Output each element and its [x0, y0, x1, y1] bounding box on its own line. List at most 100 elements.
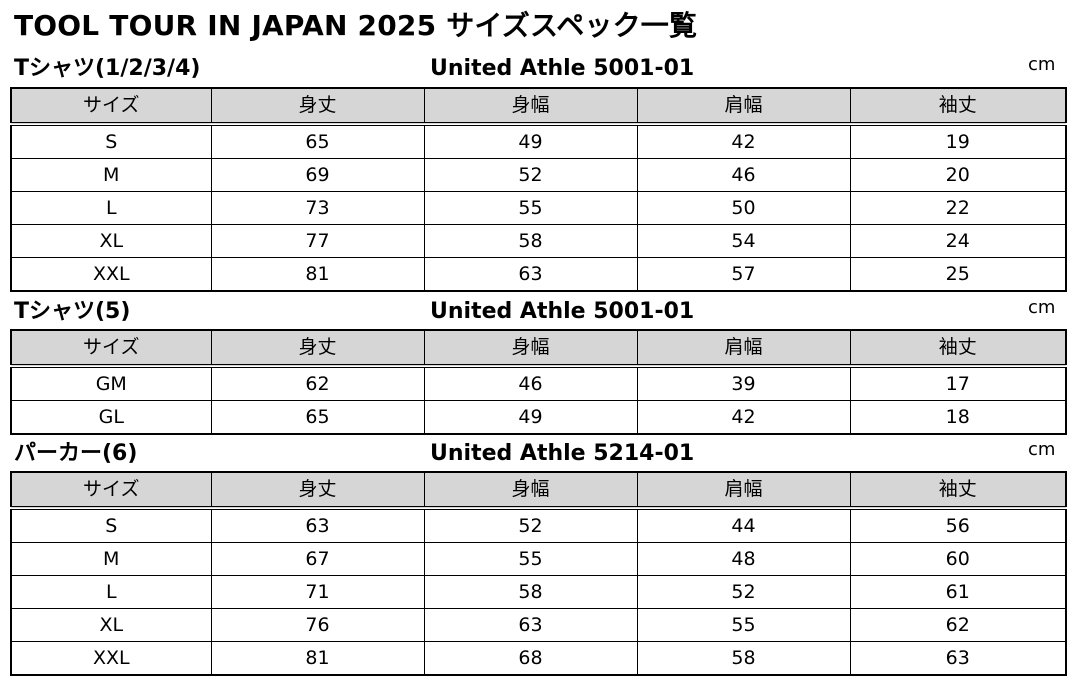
column-header: 袖丈 [849, 87, 1067, 125]
table-cell: XXL [10, 641, 212, 676]
table-cell: 56 [849, 507, 1067, 543]
table-cell: 57 [636, 257, 851, 292]
table-row: XL 76 63 55 62 [10, 608, 1067, 642]
table-cell: XXL [10, 257, 212, 292]
section-unit: cm [1028, 297, 1056, 318]
table-cell: 46 [636, 158, 851, 192]
table-row: XL 77 58 54 24 [10, 224, 1067, 258]
table-row: XXL 81 63 57 25 [10, 257, 1067, 292]
table-row: GM 62 46 39 17 [10, 365, 1067, 401]
table-row: L 73 55 50 22 [10, 191, 1067, 225]
table-cell: 22 [849, 191, 1067, 225]
section-product-name: Tシャツ(1/2/3/4) [14, 56, 201, 81]
table-cell: 61 [849, 575, 1067, 609]
column-header: 肩幅 [636, 87, 851, 125]
table-cell: 81 [210, 257, 425, 292]
table-cell: 55 [636, 608, 851, 642]
column-header: 身丈 [210, 471, 425, 509]
section-header: Tシャツ(5) United Athle 5001-01 cm [0, 297, 1080, 326]
column-header: サイズ [10, 329, 212, 367]
table-cell: 49 [423, 400, 638, 435]
table-cell: 46 [423, 365, 638, 401]
table-cell: 55 [423, 191, 638, 225]
table-row: M 67 55 48 60 [10, 542, 1067, 576]
table-cell: 55 [423, 542, 638, 576]
column-header: 袖丈 [849, 329, 1067, 367]
table-cell: 44 [636, 507, 851, 543]
table-cell: 19 [849, 123, 1067, 159]
table-cell: 62 [849, 608, 1067, 642]
table-cell: 20 [849, 158, 1067, 192]
section-header: パーカー(6) United Athle 5214-01 cm [0, 439, 1080, 468]
table-cell: 42 [636, 400, 851, 435]
table-cell: 71 [210, 575, 425, 609]
table-cell: 39 [636, 365, 851, 401]
column-header: 身丈 [210, 87, 425, 125]
table-cell: 65 [210, 400, 425, 435]
column-header: 身幅 [423, 471, 638, 509]
section-model-number: United Athle 5214-01 [430, 441, 695, 466]
table-cell: 63 [423, 257, 638, 292]
table-row: L 71 58 52 61 [10, 575, 1067, 609]
table-cell: 54 [636, 224, 851, 258]
table-cell: 67 [210, 542, 425, 576]
table-cell: 52 [636, 575, 851, 609]
size-spec-table: サイズ 身丈 身幅 肩幅 袖丈 S 63 52 44 56 M 67 55 48 60 L 71 58 52 61 XL… [10, 471, 1067, 676]
table-cell: 62 [210, 365, 425, 401]
table-cell: 69 [210, 158, 425, 192]
table-cell: 65 [210, 123, 425, 159]
section-unit: cm [1028, 439, 1056, 460]
table-cell: 25 [849, 257, 1067, 292]
table-cell: M [10, 542, 212, 576]
table-row: M 69 52 46 20 [10, 158, 1067, 192]
table-cell: 81 [210, 641, 425, 676]
column-header: サイズ [10, 471, 212, 509]
column-header: 袖丈 [849, 471, 1067, 509]
table-header-row: サイズ 身丈 身幅 肩幅 袖丈 [10, 87, 1067, 125]
section-product-name: Tシャツ(5) [14, 299, 131, 324]
section-product-name: パーカー(6) [14, 441, 138, 466]
table-cell: 63 [849, 641, 1067, 676]
column-header: 肩幅 [636, 329, 851, 367]
table-cell: 58 [423, 224, 638, 258]
table-cell: 17 [849, 365, 1067, 401]
table-row: GL 65 49 42 18 [10, 400, 1067, 435]
table-row: S 65 49 42 19 [10, 123, 1067, 159]
table-cell: 50 [636, 191, 851, 225]
table-row: XXL 81 68 58 63 [10, 641, 1067, 676]
table-cell: 52 [423, 507, 638, 543]
section-model-number: United Athle 5001-01 [430, 56, 695, 81]
section-header: Tシャツ(1/2/3/4) United Athle 5001-01 cm [0, 54, 1080, 83]
table-cell: 18 [849, 400, 1067, 435]
table-cell: 58 [423, 575, 638, 609]
table-cell: L [10, 191, 212, 225]
table-cell: XL [10, 224, 212, 258]
table-cell: 60 [849, 542, 1067, 576]
table-cell: 76 [210, 608, 425, 642]
column-header: 身幅 [423, 329, 638, 367]
table-cell: S [10, 507, 212, 543]
table-cell: 52 [423, 158, 638, 192]
table-cell: L [10, 575, 212, 609]
table-cell: 73 [210, 191, 425, 225]
table-cell: GM [10, 365, 212, 401]
table-cell: 68 [423, 641, 638, 676]
size-spec-table: サイズ 身丈 身幅 肩幅 袖丈 GM 62 46 39 17 GL 65 49 42 18 [10, 329, 1067, 435]
table-cell: 63 [423, 608, 638, 642]
size-spec-table: サイズ 身丈 身幅 肩幅 袖丈 S 65 49 42 19 M 69 52 46 20 L 73 55 50 22 XL… [10, 87, 1067, 292]
table-cell: GL [10, 400, 212, 435]
section-unit: cm [1028, 54, 1056, 75]
table-cell: 24 [849, 224, 1067, 258]
section-model-number: United Athle 5001-01 [430, 299, 695, 324]
column-header: 肩幅 [636, 471, 851, 509]
table-row: S 63 52 44 56 [10, 507, 1067, 543]
table-cell: XL [10, 608, 212, 642]
column-header: 身幅 [423, 87, 638, 125]
table-cell: 58 [636, 641, 851, 676]
table-cell: 63 [210, 507, 425, 543]
table-cell: 48 [636, 542, 851, 576]
column-header: 身丈 [210, 329, 425, 367]
table-header-row: サイズ 身丈 身幅 肩幅 袖丈 [10, 471, 1067, 509]
table-cell: S [10, 123, 212, 159]
table-header-row: サイズ 身丈 身幅 肩幅 袖丈 [10, 329, 1067, 367]
